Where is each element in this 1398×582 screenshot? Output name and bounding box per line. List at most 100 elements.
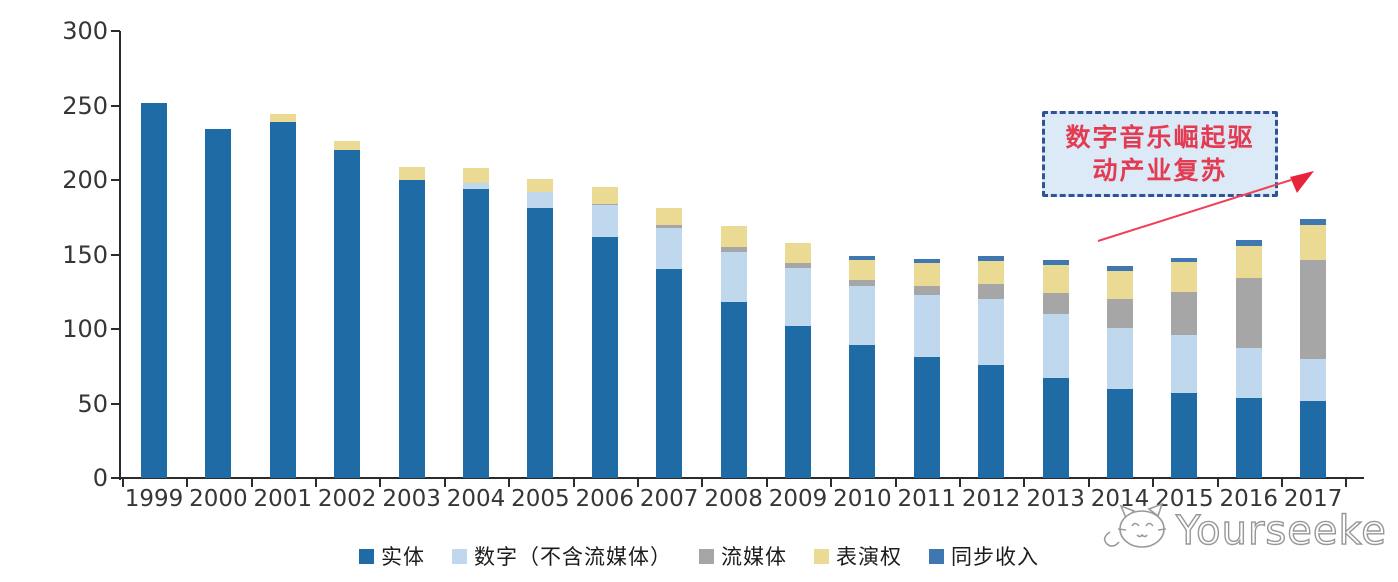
y-tick [111,104,120,107]
bar-segment-sync-revenue [1171,257,1198,262]
bar-segment-digital-excl-streaming [1107,327,1133,389]
legend-label: 实体 [381,545,425,569]
bar-segment-sync-revenue [849,256,876,261]
bar-2010 [849,256,876,478]
legend-swatch-digital-excl-streaming [452,548,467,564]
bar-2008 [720,226,747,478]
chart-legend: 实体 数字（不含流媒体） 流媒体 表演权 同步收入 [0,541,1398,571]
legend-swatch-physical [359,548,374,564]
bar-segment-physical [269,121,296,478]
x-tick-label-2011: 2011 [897,486,957,512]
y-tick-label: 200 [62,166,108,194]
bar-segment-performance-rights [978,260,1005,285]
bar-segment-sync-revenue [978,256,1005,261]
bar-segment-streaming [1042,293,1069,315]
bar-segment-sync-revenue [913,258,940,264]
x-tick [1216,479,1219,487]
y-tick [111,30,120,32]
legend-item-digital-excl-streaming: 数字（不含流媒体） [452,541,672,571]
legend-item-streaming: 流媒体 [699,541,787,571]
bar-segment-digital-excl-streaming [527,191,554,209]
bar-segment-digital-excl-streaming [913,294,940,358]
y-tick-label: 150 [62,240,108,269]
bar-segment-digital-excl-streaming [463,183,489,189]
legend-label: 流媒体 [721,545,787,569]
bar-2003 [398,166,425,478]
bar-segment-physical [785,326,811,478]
bar-segment-physical [720,302,747,478]
y-tick-label: 50 [77,389,108,418]
y-tick [111,477,120,479]
bar-1999 [141,102,167,478]
bar-segment-digital-excl-streaming [720,251,747,303]
legend-swatch-streaming [699,548,714,564]
y-tick [111,253,120,256]
bar-2002 [334,141,361,478]
bar-2013 [1042,260,1069,478]
bar-segment-physical [1042,378,1069,478]
bar-segment-digital-excl-streaming [1300,358,1327,401]
bar-segment-digital-excl-streaming [978,299,1005,365]
bar-segment-sync-revenue [1107,266,1133,271]
x-tick-label-2013: 2013 [1026,486,1085,512]
bar-2009 [785,242,811,478]
legend-item-performance-rights: 表演权 [814,541,902,571]
bar-segment-performance-rights [1171,261,1198,292]
bar-segment-performance-rights [527,178,554,192]
bar-segment-digital-excl-streaming [1171,334,1198,394]
bar-segment-physical [1235,397,1262,478]
bar-segment-performance-rights [398,166,425,180]
x-axis-line [118,477,1364,479]
legend-label: 数字（不含流媒体） [474,545,672,569]
bar-segment-streaming [849,279,876,286]
bar-segment-physical [1107,388,1133,478]
annotation-text-line1: 数字音乐崛起驱 [1065,123,1255,152]
bar-segment-performance-rights [656,208,683,225]
bar-segment-sync-revenue [1042,260,1069,265]
bar-2001 [269,114,296,478]
legend-label: 表演权 [836,545,902,569]
x-tick [250,479,253,487]
bar-segment-physical [527,208,554,478]
bar-segment-physical [591,236,618,478]
bar-segment-streaming [1107,299,1133,328]
bar-segment-physical [978,364,1005,478]
bar-segment-physical [205,129,232,478]
x-tick [959,479,961,487]
bar-segment-digital-excl-streaming [591,205,618,237]
x-tick-label-2003: 2003 [382,486,441,512]
x-tick [894,479,897,487]
bar-segment-streaming [913,285,940,295]
x-tick [572,479,575,487]
x-tick-label-2010: 2010 [833,486,892,512]
bar-2012 [978,256,1005,478]
y-axis-line [119,31,121,480]
x-tick-label-2002: 2002 [317,486,377,512]
bar-segment-physical [398,180,425,478]
x-tick [1152,479,1155,487]
legend-label: 同步收入 [951,545,1039,569]
y-tick [111,402,120,405]
bar-2014 [1107,266,1133,478]
x-tick [701,479,704,487]
bar-segment-streaming [978,284,1005,300]
x-tick [1345,479,1348,487]
bar-segment-physical [1300,400,1327,478]
bar-segment-performance-rights [1042,264,1069,294]
bar-segment-streaming [1300,260,1327,359]
bar-segment-sync-revenue [1235,239,1262,246]
bar-segment-performance-rights [785,242,811,264]
x-tick [830,479,833,487]
x-tick [186,479,189,487]
bar-segment-performance-rights [1107,270,1133,300]
bar-segment-performance-rights [720,226,747,248]
legend-item-physical: 实体 [359,541,425,571]
x-tick [1281,479,1283,487]
bar-segment-streaming [785,263,811,268]
annotation-text-line2: 动产业复苏 [1092,156,1228,185]
x-tick [1023,479,1026,487]
bar-segment-streaming [1235,278,1262,349]
x-tick-label-2005: 2005 [511,486,570,512]
bar-segment-physical [1171,393,1198,478]
bar-segment-physical [656,269,683,478]
